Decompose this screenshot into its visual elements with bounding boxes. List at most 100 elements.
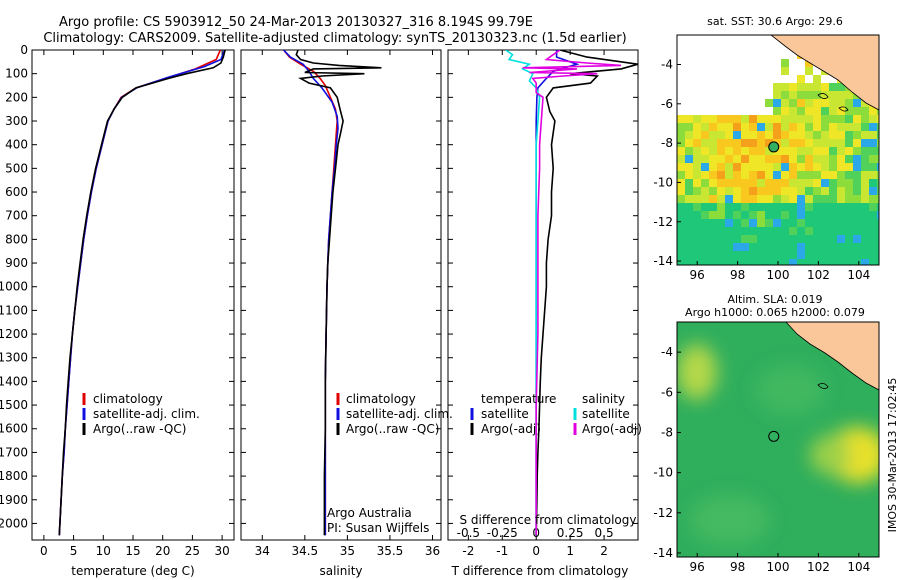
sst-cell: [845, 187, 853, 195]
sst-cell: [805, 83, 813, 91]
x-tick-label: -1: [496, 544, 508, 558]
sst-cell: [749, 155, 757, 163]
sst-cell: [837, 251, 845, 259]
sst-cell: [821, 235, 829, 243]
sst-cell: [837, 83, 845, 91]
sst-cell: [741, 203, 749, 211]
sst-cell: [757, 115, 765, 123]
sst-cell: [693, 131, 701, 139]
sst-cell: [829, 251, 837, 259]
sst-cell: [845, 131, 853, 139]
y-tick-label: 1100: [0, 303, 28, 317]
difference-legend: temperature salinity satellite Argo(-adj…: [470, 392, 642, 436]
sst-cell: [845, 171, 853, 179]
sst-cell: [685, 227, 693, 235]
sst-cell: [765, 139, 773, 147]
sst-cell: [701, 147, 709, 155]
sst-cell: [829, 155, 837, 163]
sst-cell: [813, 75, 821, 83]
sst-cell: [805, 163, 813, 171]
sst-cell: [821, 99, 829, 107]
sst-cell: [741, 251, 749, 259]
salinity-axis-label: salinity: [319, 564, 362, 578]
sst-cell: [781, 155, 789, 163]
sst-cell: [741, 187, 749, 195]
sst-cell: [781, 147, 789, 155]
sst-cell: [869, 235, 877, 243]
sst-cell: [869, 219, 877, 227]
legend-label-argo: Argo(..raw -QC): [346, 422, 439, 436]
sst-cell: [709, 195, 717, 203]
sst-cell: [853, 131, 861, 139]
sst-cell: [861, 163, 869, 171]
sst-cell: [869, 187, 877, 195]
sst-cell: [765, 123, 773, 131]
y-tick-label: 2000: [0, 516, 28, 530]
sst-cell: [765, 219, 773, 227]
sst-cell: [733, 179, 741, 187]
sst-cell: [773, 179, 781, 187]
sst-cell: [765, 147, 773, 155]
sst-cell: [773, 91, 781, 99]
sst-cell: [813, 155, 821, 163]
sla-high-anomaly: [677, 344, 717, 400]
map-y-tick-label: -6: [661, 97, 673, 111]
y-tick-label: 400: [5, 138, 28, 152]
sst-cell: [693, 171, 701, 179]
map-y-tick-label: -10: [653, 175, 673, 189]
y-tick-label: 1900: [0, 493, 28, 507]
sst-cell: [869, 123, 877, 131]
sst-cell: [757, 211, 765, 219]
sst-cell: [717, 179, 725, 187]
sst-cell: [749, 259, 757, 265]
sst-cell: [709, 131, 717, 139]
sst-cell: [749, 227, 757, 235]
sst-cell: [861, 243, 869, 251]
sst-cell: [797, 83, 805, 91]
sst-cell: [869, 203, 877, 211]
sst-cell: [733, 211, 741, 219]
sst-cell: [861, 259, 869, 265]
sst-cell: [717, 187, 725, 195]
sst-cell: [701, 259, 709, 265]
sst-cell: [789, 227, 797, 235]
y-tick-label: 700: [5, 209, 28, 223]
sst-cell: [837, 195, 845, 203]
sst-cell: [741, 259, 749, 265]
temperature-legend: climatology satellite-adj. clim. Argo(..…: [82, 392, 200, 436]
series-line-satellite-temperature-: [535, 50, 580, 536]
sst-cell: [765, 131, 773, 139]
figure-title: Argo profile: CS 5903912_50 24-Mar-2013 …: [59, 15, 533, 30]
sst-cell: [789, 259, 797, 265]
map-y-tick-label: -4: [661, 57, 673, 71]
sst-cell: [829, 139, 837, 147]
sst-cell: [717, 243, 725, 251]
sst-cell: [821, 123, 829, 131]
island-outline: [817, 383, 829, 389]
sst-cell: [821, 187, 829, 195]
figure-subtitle: Climatology: CARS2009. Satellite-adjuste…: [43, 31, 626, 46]
sst-cell: [877, 227, 879, 235]
sst-cell: [733, 195, 741, 203]
sst-cell: [821, 243, 829, 251]
sst-cell: [765, 187, 773, 195]
sst-cell: [797, 243, 805, 251]
sst-cell: [757, 131, 765, 139]
sst-cell: [757, 251, 765, 259]
sst-cell: [773, 243, 781, 251]
sst-cell: [789, 243, 797, 251]
sst-cell: [845, 195, 853, 203]
sst-cell: [853, 243, 861, 251]
sst-cell: [677, 243, 685, 251]
map-x-tick-label: 96: [690, 560, 705, 574]
sst-cell: [845, 227, 853, 235]
sst-map: [677, 35, 879, 265]
sst-cell: [797, 219, 805, 227]
sst-cell: [813, 131, 821, 139]
sst-cell: [845, 219, 853, 227]
sst-cell: [853, 115, 861, 123]
sst-cell: [765, 251, 773, 259]
sst-cell: [741, 227, 749, 235]
y-tick-label: 100: [5, 67, 28, 81]
series-line-satellite-adj-clim-: [283, 50, 339, 536]
